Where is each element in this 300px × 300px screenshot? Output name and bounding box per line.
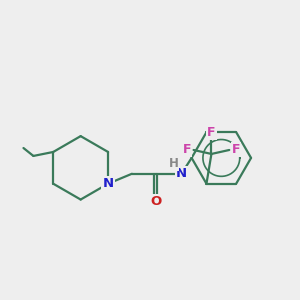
Text: F: F	[232, 143, 240, 157]
Text: N: N	[176, 167, 187, 180]
Text: O: O	[150, 195, 161, 208]
Text: F: F	[182, 143, 191, 157]
Text: N: N	[103, 177, 114, 190]
Text: H: H	[169, 158, 178, 170]
Text: F: F	[207, 126, 216, 139]
